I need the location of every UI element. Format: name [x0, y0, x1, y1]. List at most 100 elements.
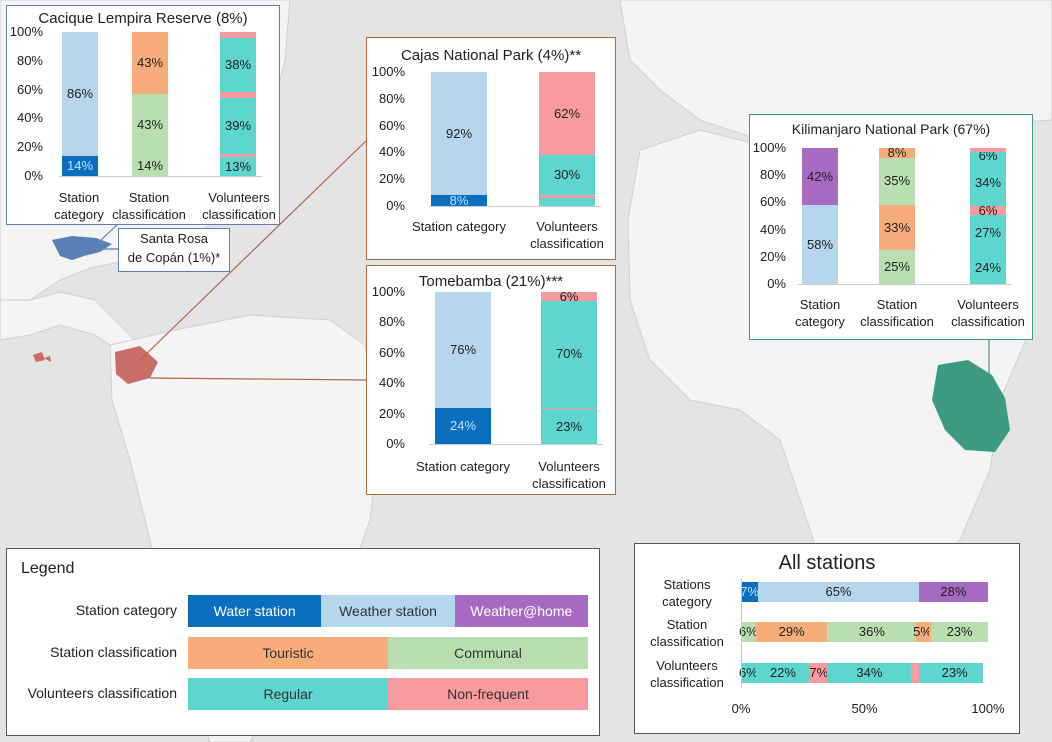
category-label-line: category — [54, 207, 104, 222]
bar-segment — [931, 622, 988, 642]
data-label: 86% — [66, 85, 94, 101]
data-label: 23% — [555, 418, 583, 434]
y-tick-label: 40% — [378, 375, 405, 391]
legend-item: Communal — [388, 637, 588, 669]
chart-all-stations: All stations Stations category Station clas… — [634, 543, 1020, 734]
chart-kilimanjaro: Kilimanjaro National Park (67%) 0% 20% 40%… — [749, 114, 1033, 340]
bar-segment — [220, 98, 256, 155]
bar-segment — [132, 93, 168, 156]
santa-rosa-line-2: de Copán (1%)* — [127, 250, 221, 265]
category-label: Station classification — [637, 616, 737, 650]
category-label-line: Station category — [412, 219, 506, 234]
legend-item: Weather@home — [454, 595, 588, 627]
legend-row-label: Volunteers classification — [27, 685, 177, 701]
bar-segment — [539, 155, 595, 196]
y-tick-label: 80% — [378, 90, 405, 106]
data-label: 23% — [946, 624, 973, 639]
y-tick-label: 100% — [371, 64, 405, 79]
data-label: 22% — [769, 665, 796, 680]
data-label: 5% — [913, 624, 932, 639]
legend-item: Weather station — [321, 595, 455, 627]
bar-segment — [918, 663, 927, 683]
bar-segment — [220, 32, 256, 38]
data-label: 25% — [883, 259, 911, 274]
data-label: 23% — [941, 665, 968, 680]
bar-segment — [431, 72, 487, 196]
bar-segment — [970, 152, 1006, 161]
category-label-line: Stations — [663, 577, 711, 592]
category-label-line: Volunteers — [208, 190, 270, 205]
chart-title: Tomebamba (21%)*** — [418, 273, 564, 290]
santa-rosa-label: Santa Rosa de Copán (1%)* — [118, 228, 230, 272]
data-label: 42% — [806, 168, 834, 184]
bar-segment — [539, 72, 595, 156]
legend-item: Touristic — [188, 637, 388, 669]
data-label: 58% — [806, 236, 834, 252]
bar-segment — [541, 409, 597, 444]
data-label: 13% — [224, 158, 252, 174]
bar-segment — [62, 155, 98, 176]
category-label: Volunteers classification — [514, 458, 624, 492]
data-label: 7% — [809, 665, 829, 680]
bar-segment — [541, 407, 597, 410]
chart-cajas: Cajas National Park (4%)** 0% 20% 40% 60% 80… — [366, 37, 616, 260]
y-tick-label: 20% — [378, 171, 405, 187]
bar-segment — [132, 155, 168, 176]
category-label-line: classification — [202, 207, 276, 222]
data-label: 24% — [974, 259, 1002, 275]
y-tick-label: 100% — [9, 24, 43, 39]
data-label: 27% — [974, 225, 1002, 240]
category-label-line: Station — [128, 190, 170, 205]
bar-segment — [827, 663, 912, 683]
connector-cacique — [99, 221, 121, 242]
bar-segment — [132, 32, 168, 94]
connector-tomebamba — [149, 377, 368, 381]
bar-segment — [810, 663, 828, 683]
bar-segment — [220, 37, 256, 93]
y-tick-label: 20% — [16, 139, 43, 155]
bar-segment — [741, 582, 759, 602]
tanzania-region — [932, 360, 1010, 452]
legend-title: Legend — [21, 560, 75, 577]
category-label-line: classification — [112, 207, 186, 222]
data-label: 6% — [739, 665, 758, 680]
data-label: 76% — [449, 341, 477, 357]
legend-item: Regular — [188, 678, 388, 710]
legend-item: Non-frequent — [388, 678, 588, 710]
bar-segment — [970, 251, 1006, 284]
data-label: 35% — [883, 173, 911, 189]
y-tick-label: 100% — [371, 284, 405, 299]
x-axis-line — [798, 284, 1012, 285]
y-tick-label: 80% — [759, 167, 786, 183]
bar-segment — [741, 663, 756, 683]
bar-segment — [879, 157, 915, 206]
y-tick-label: 20% — [759, 248, 786, 264]
data-label: 29% — [778, 624, 805, 639]
bar-segment — [220, 157, 256, 176]
y-tick-label: 40% — [378, 144, 405, 160]
x-tick-label: 0% — [731, 701, 751, 716]
bar-segment — [918, 582, 988, 602]
category-label: Volunteers classification — [938, 296, 1038, 330]
chart-title: Cajas National Park (4%)** — [400, 47, 582, 64]
data-label: 33% — [883, 219, 911, 235]
category-label-line: Volunteers — [536, 219, 598, 234]
category-label-line: Station category — [416, 459, 510, 474]
bar-segment — [431, 195, 487, 206]
bar-segment — [539, 197, 595, 206]
connector-cajas — [139, 139, 368, 361]
category-label-line: classification — [530, 236, 604, 251]
y-tick-label: 60% — [378, 117, 405, 133]
category-label: Volunteers classification — [637, 657, 737, 691]
bar-segment — [879, 148, 915, 158]
bar-segment — [62, 32, 98, 156]
bar-segment — [916, 622, 929, 642]
data-label: 34% — [974, 175, 1002, 191]
y-axis-line — [741, 578, 742, 688]
category-label-line: Volunteers — [656, 658, 718, 673]
y-tick-label: 40% — [16, 110, 43, 126]
bar-segment — [220, 154, 256, 158]
galapagos-region — [33, 352, 51, 362]
honduras-region — [52, 236, 112, 260]
